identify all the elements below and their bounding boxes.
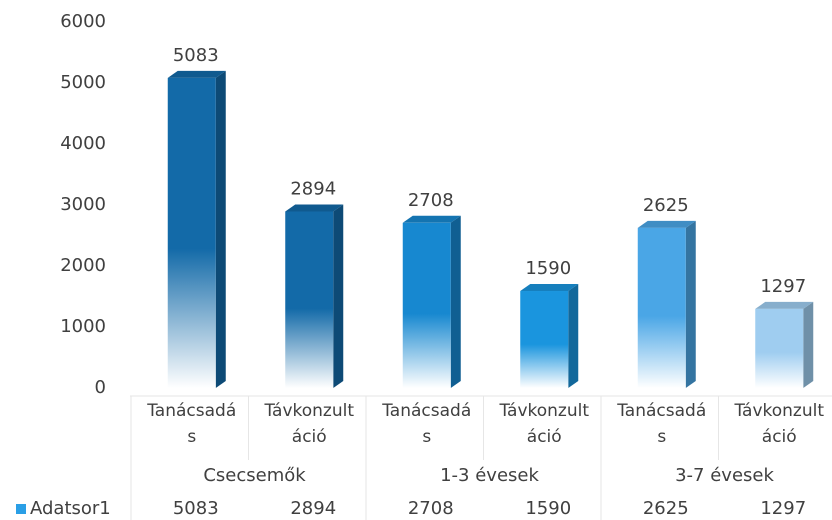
bar [755,308,804,388]
y-tick-label: 5000 [60,72,106,93]
y-tick-label: 2000 [60,255,106,276]
data-label: 2625 [643,195,689,216]
group-label: 3-7 évesek [675,465,774,486]
x-tick-label: Távkonzultáció [499,401,590,447]
x-tick-label: Távkonzultáció [734,401,825,447]
bar-side [215,70,226,388]
y-tick-label: 4000 [60,133,106,154]
x-tick-label: Távkonzultáció [264,401,355,447]
bar-side [333,204,344,388]
group-label: Csecsemők [203,465,306,486]
bar-side [450,215,461,388]
bar-top [402,215,461,223]
bar-top [637,220,696,228]
table-value: 1590 [525,498,571,519]
bar-side [685,220,696,388]
bar [520,291,569,388]
y-tick-label: 3000 [60,194,106,215]
data-label: 1590 [525,258,571,279]
legend-swatch [16,504,26,514]
legend-label: Adatsor1 [30,498,111,519]
y-tick-label: 1000 [60,316,106,337]
data-label: 2708 [408,190,454,211]
bar [637,227,686,388]
table-value: 2625 [643,498,689,519]
table-value: 2708 [408,498,454,519]
x-tick-label: Tanácsadás [617,401,707,447]
bar-top [167,70,226,78]
bar-top [520,284,579,292]
table-value: 1297 [760,498,806,519]
group-label: 1-3 évesek [440,465,539,486]
y-tick-label: 0 [95,377,106,398]
bar [402,222,451,388]
table-value: 2894 [290,498,336,519]
bar-top [755,301,814,309]
table-value: 5083 [173,498,219,519]
x-tick-label: Tanácsadás [147,401,237,447]
data-label: 2894 [290,178,336,199]
y-tick-label: 6000 [60,11,106,32]
bar-side [568,284,579,388]
x-tick-label: Tanácsadás [382,401,472,447]
bar-side [803,301,814,388]
data-label: 1297 [760,276,806,297]
bar [167,77,216,388]
bar [285,211,334,388]
bar-top [285,204,344,212]
data-label: 5083 [173,45,219,66]
